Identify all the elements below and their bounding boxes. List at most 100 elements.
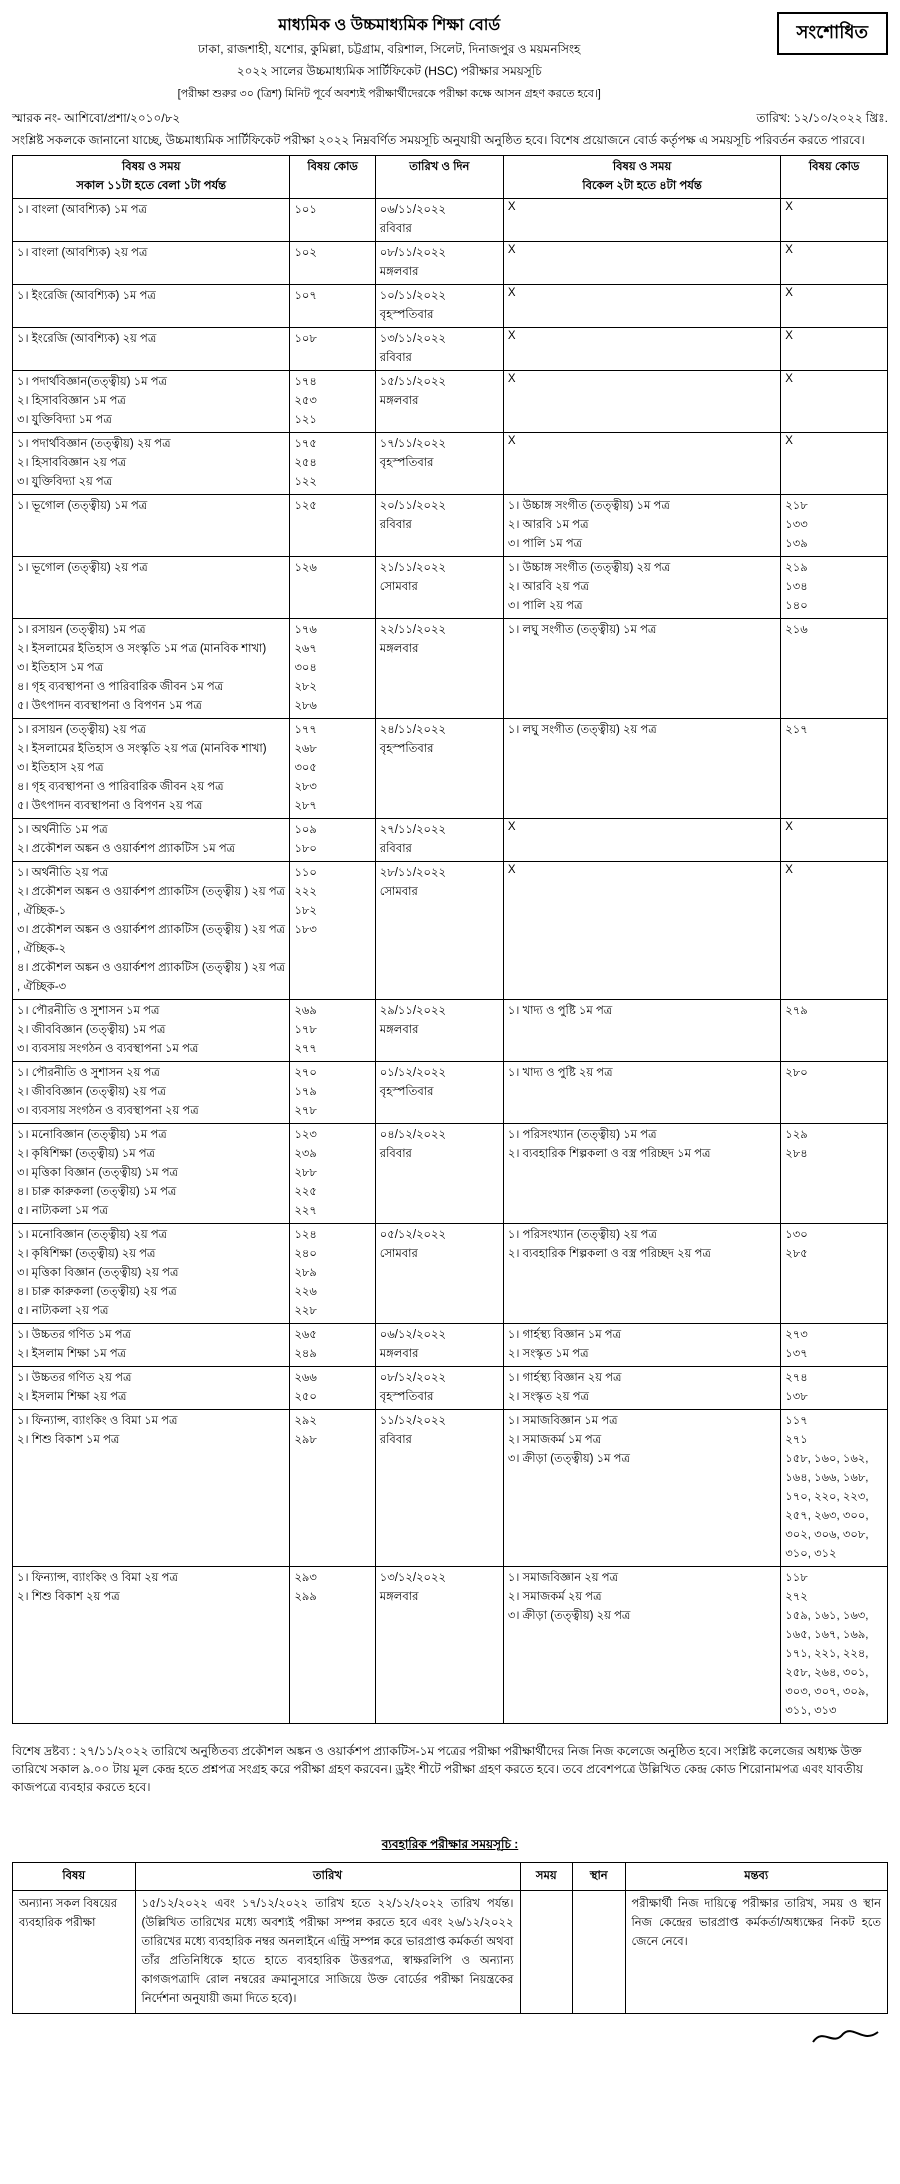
table-row: ১। মনোবিজ্ঞান (তত্ত্বীয়) ২য় পত্র২। কৃষ… bbox=[13, 1223, 888, 1323]
subject-line: ২। জীববিজ্ঞান (তত্ত্বীয়) ২য় পত্র bbox=[17, 1083, 285, 1102]
subject-line: ১। গার্হস্থ্য বিজ্ঞান ২য় পত্র bbox=[508, 1369, 776, 1388]
title-block: মাধ্যমিক ও উচ্চমাধ্যমিক শিক্ষা বোর্ড ঢাক… bbox=[12, 12, 767, 104]
code-value: ২৯২ bbox=[294, 1412, 370, 1431]
afternoon-subjects: ১। লঘু সংগীত (তত্ত্বীয়) ১ম পত্র bbox=[503, 618, 780, 718]
morning-subjects: ১। অর্থনীতি ১ম পত্র২। প্রকৌশল অঙ্কন ও ওয… bbox=[13, 818, 290, 861]
code-value: ২২২ bbox=[294, 883, 370, 902]
afternoon-subjects: X bbox=[503, 370, 780, 432]
table-row: ১। রসায়ন (তত্ত্বীয়) ২য় পত্র২। ইসলামের… bbox=[13, 718, 888, 818]
subject-line: ৩। ক্রীড়া (তত্ত্বীয়) ১ম পত্র bbox=[508, 1450, 776, 1469]
subject-line: ১। গার্হস্থ্য বিজ্ঞান ১ম পত্র bbox=[508, 1326, 776, 1345]
code-value: ১৩৩ bbox=[785, 516, 883, 535]
code-value: ১৫৮, ১৬০, ১৬২, ১৬৪, ১৬৬, ১৬৮, ১৭০, ২২০, … bbox=[785, 1450, 883, 1564]
code-value: ২৮৪ bbox=[785, 1145, 883, 1164]
subject-line: ১। বাংলা (আবশ্যিক) ২য় পত্র bbox=[17, 244, 285, 263]
code-value: ২৭৯ bbox=[785, 1002, 883, 1021]
afternoon-codes: ১৩০২৮৫ bbox=[781, 1223, 888, 1323]
table-row: ১। ফিন্যান্স, ব্যাংকিং ও বিমা ২য় পত্র২।… bbox=[13, 1566, 888, 1723]
code-value: ১০৯ bbox=[294, 821, 370, 840]
subject-line: ১। উচ্চাঙ্গ সংগীত (তত্ত্বীয়) ১ম পত্র bbox=[508, 497, 776, 516]
morning-codes: ১০৭ bbox=[290, 284, 375, 327]
board-list: ঢাকা, রাজশাহী, যশোর, কুমিল্লা, চট্টগ্রাম… bbox=[12, 41, 767, 61]
afternoon-codes: ২১৮১৩৩১৩৯ bbox=[781, 494, 888, 556]
col-date: তারিখ ও দিন bbox=[375, 155, 503, 198]
subject-line: ৩। পালি ১ম পত্র bbox=[508, 535, 776, 554]
table-row: ১। অর্থনীতি ১ম পত্র২। প্রকৌশল অঙ্কন ও ওয… bbox=[13, 818, 888, 861]
table-row: ১। উচ্চতর গণিত ২য় পত্র২। ইসলাম শিক্ষা ২… bbox=[13, 1366, 888, 1409]
table-row: ১। পৌরনীতি ও সুশাসন ১ম পত্র২। জীববিজ্ঞান… bbox=[13, 999, 888, 1061]
subject-line: ২। জীববিজ্ঞান (তত্ত্বীয়) ১ম পত্র bbox=[17, 1021, 285, 1040]
afternoon-subjects: ১। সমাজবিজ্ঞান ২য় পত্র২। সমাজকর্ম ২য় প… bbox=[503, 1566, 780, 1723]
morning-codes: ১০১ bbox=[290, 198, 375, 241]
practical-title: ব্যবহারিক পরীক্ষার সময়সূচি : bbox=[12, 1836, 888, 1856]
subject-line: ২। সংস্কৃত ২য় পত্র bbox=[508, 1388, 776, 1407]
subject-line: ১। ইংরেজি (আবশ্যিক) ২য় পত্র bbox=[17, 330, 285, 349]
subject-line: ২। ব্যবহারিক শিল্পকলা ও বস্ত্র পরিচ্ছদ ২… bbox=[508, 1245, 776, 1264]
code-value: ২৮৫ bbox=[785, 1245, 883, 1264]
morning-codes: ১২৩২৩৯২৮৮২২৫২২৭ bbox=[290, 1123, 375, 1223]
exam-date: ১০/১১/২০২২বৃহস্পতিবার bbox=[375, 284, 503, 327]
code-value: ১৭৪ bbox=[294, 373, 370, 392]
code-value: ২৮২ bbox=[294, 678, 370, 697]
signature-icon bbox=[808, 2022, 888, 2052]
code-value: ২৮৯ bbox=[294, 1264, 370, 1283]
morning-subjects: ১। ভূগোল (তত্ত্বীয়) ১ম পত্র bbox=[13, 494, 290, 556]
exam-date: ০৮/১১/২০২২মঙ্গলবার bbox=[375, 241, 503, 284]
subject-line: ৩। ব্যবসায় সংগঠন ও ব্যবস্থাপনা ১ম পত্র bbox=[17, 1040, 285, 1059]
subject-line: ৫। উৎপাদন ব্যবস্থাপনা ও বিপণন ১ম পত্র bbox=[17, 697, 285, 716]
subject-line: ৩। ইতিহাস ২য় পত্র bbox=[17, 759, 285, 778]
table-row: ১। ইংরেজি (আবশ্যিক) ২য় পত্র১০৮১৩/১১/২০২… bbox=[13, 327, 888, 370]
morning-subjects: ১। পদার্থবিজ্ঞান(তত্ত্বীয়) ১ম পত্র২। হি… bbox=[13, 370, 290, 432]
subject-line: ৩। ক্রীড়া (তত্ত্বীয়) ২য় পত্র bbox=[508, 1607, 776, 1626]
header-row: মাধ্যমিক ও উচ্চমাধ্যমিক শিক্ষা বোর্ড ঢাক… bbox=[12, 12, 888, 104]
afternoon-subjects: X bbox=[503, 818, 780, 861]
exam-date: ২০/১১/২০২২রবিবার bbox=[375, 494, 503, 556]
subject-line: ২। হিসাববিজ্ঞান ২য় পত্র bbox=[17, 454, 285, 473]
code-value: ২৭১ bbox=[785, 1431, 883, 1450]
afternoon-subjects: ১। উচ্চাঙ্গ সংগীত (তত্ত্বীয়) ১ম পত্র২। … bbox=[503, 494, 780, 556]
afternoon-codes: X bbox=[781, 370, 888, 432]
morning-codes: ১৭৬২৬৭৩০৪২৮২২৮৬ bbox=[290, 618, 375, 718]
subject-line: ১। ভূগোল (তত্ত্বীয়) ১ম পত্র bbox=[17, 497, 285, 516]
exam-date: ১৩/১১/২০২২রবিবার bbox=[375, 327, 503, 370]
code-value: ১০১ bbox=[294, 201, 370, 220]
code-value: ১৪০ bbox=[785, 597, 883, 616]
code-value: ২৬৫ bbox=[294, 1326, 370, 1345]
exam-date: ০৫/১২/২০২২সোমবার bbox=[375, 1223, 503, 1323]
code-value: ২২৫ bbox=[294, 1183, 370, 1202]
code-value: ১৮৩ bbox=[294, 921, 370, 940]
col-code-morning: বিষয় কোড bbox=[290, 155, 375, 198]
afternoon-subjects: ১। খাদ্য ও পুষ্টি ২য় পত্র bbox=[503, 1061, 780, 1123]
code-value: ২৮০ bbox=[785, 1064, 883, 1083]
memo-number: স্মারক নং- আশিবো/প্রশা/২০১০/৮২ bbox=[12, 110, 180, 130]
exam-date: ১৫/১১/২০২২মঙ্গলবার bbox=[375, 370, 503, 432]
morning-subjects: ১। রসায়ন (তত্ত্বীয়) ১ম পত্র২। ইসলামের … bbox=[13, 618, 290, 718]
afternoon-subjects: X bbox=[503, 327, 780, 370]
code-value: ১৭৮ bbox=[294, 1021, 370, 1040]
code-value: ১২৫ bbox=[294, 497, 370, 516]
subject-line: ১। উচ্চতর গণিত ১ম পত্র bbox=[17, 1326, 285, 1345]
table-row: ১। পদার্থবিজ্ঞান(তত্ত্বীয়) ১ম পত্র২। হি… bbox=[13, 370, 888, 432]
morning-codes: ১০৯১৮০ bbox=[290, 818, 375, 861]
subject-line: ১। রসায়ন (তত্ত্বীয়) ২য় পত্র bbox=[17, 721, 285, 740]
code-value: ১১০ bbox=[294, 864, 370, 883]
subject-line: ৫। উৎপাদন ব্যবস্থাপনা ও বিপণন ২য় পত্র bbox=[17, 797, 285, 816]
subject-line: ১। বাংলা (আবশ্যিক) ১ম পত্র bbox=[17, 201, 285, 220]
code-value: ২১৮ bbox=[785, 497, 883, 516]
practical-col-remark: মন্তব্য bbox=[625, 1862, 888, 1890]
morning-subjects: ১। ফিন্যান্স, ব্যাংকিং ও বিমা ২য় পত্র২।… bbox=[13, 1566, 290, 1723]
code-value: ১৮২ bbox=[294, 902, 370, 921]
morning-subjects: ১। বাংলা (আবশ্যিক) ১ম পত্র bbox=[13, 198, 290, 241]
code-value: ২৭৭ bbox=[294, 1040, 370, 1059]
morning-codes: ২৬৬২৫০ bbox=[290, 1366, 375, 1409]
afternoon-subjects: X bbox=[503, 241, 780, 284]
subject-line: ৩। মৃত্তিকা বিজ্ঞান (তত্ত্বীয়) ২য় পত্র bbox=[17, 1264, 285, 1283]
subject-line: ২। ইসলাম শিক্ষা ১ম পত্র bbox=[17, 1345, 285, 1364]
exam-note: [পরীক্ষা শুরুর ৩০ (ত্রিশ) মিনিট পূর্বে অ… bbox=[12, 85, 767, 104]
table-row: ১। পৌরনীতি ও সুশাসন ২য় পত্র২। জীববিজ্ঞা… bbox=[13, 1061, 888, 1123]
subject-line: ৩। ব্যবসায় সংগঠন ও ব্যবস্থাপনা ২য় পত্র bbox=[17, 1102, 285, 1121]
subject-line: ২। শিশু বিকাশ ১ম পত্র bbox=[17, 1431, 285, 1450]
afternoon-codes: ১১৮২৭২১৫৯, ১৬১, ১৬৩, ১৬৫, ১৬৭, ১৬৯, ১৭১,… bbox=[781, 1566, 888, 1723]
subject-line: ৩। যুক্তিবিদ্যা ১ম পত্র bbox=[17, 411, 285, 430]
practical-time bbox=[520, 1890, 573, 2013]
